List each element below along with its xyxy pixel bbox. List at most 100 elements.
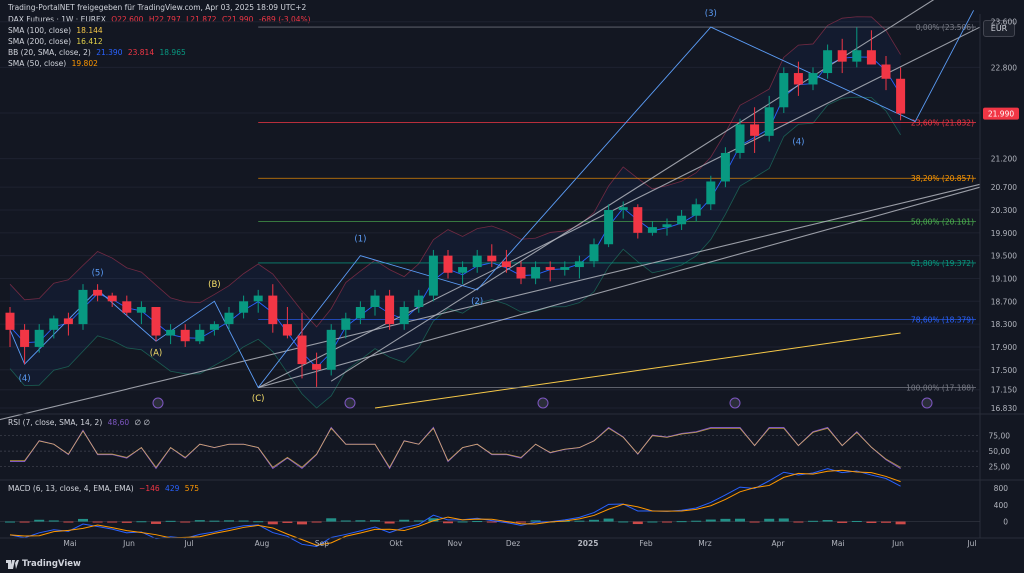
candle-body (428, 255, 438, 296)
rsi-extra: ∅ ∅ (134, 418, 150, 427)
candle-body (136, 307, 146, 313)
candle-body (370, 295, 380, 308)
candle-body (750, 124, 760, 136)
candle-body (297, 335, 307, 365)
macd-hist-bar (501, 521, 512, 523)
candle-body (531, 267, 541, 279)
macd-hist-bar (384, 521, 395, 524)
candle-body (852, 50, 862, 62)
legend-sma100[interactable]: SMA (100, close) 18.144 (8, 26, 106, 36)
fib-level-label: 0,00% (23.506) (916, 23, 974, 32)
legend-macd[interactable]: MACD (6, 13, close, 4, EMA, EMA) −146 42… (8, 484, 202, 494)
candle-body (355, 307, 365, 319)
fib-level-label: 61,80% (19.372) (911, 259, 974, 268)
macd-hist-bar (63, 521, 74, 523)
time-tick-label: Okt (389, 539, 402, 548)
macd-hist-bar (413, 520, 424, 522)
macd-hist-bar (793, 521, 804, 523)
rsi-value: 48,60 (107, 418, 130, 427)
macd-hist-bar (603, 518, 614, 522)
wave-label: (A) (150, 349, 162, 359)
candle-body (414, 295, 424, 308)
candle-body (560, 267, 570, 270)
macd-hist-bar (355, 520, 366, 522)
macd-hist-bar (895, 521, 906, 525)
candle-body (472, 255, 482, 268)
sma200-value: 16.412 (76, 37, 103, 46)
candle-body (662, 224, 672, 228)
time-tick-label: Jul (966, 539, 976, 548)
wave-label: (4) (792, 137, 804, 147)
macd-hist-bar (121, 521, 132, 523)
candle-body (20, 329, 30, 347)
candle-body (63, 318, 73, 325)
legend-bb[interactable]: BB (20, SMA, close, 2) 21.390 23.814 18.… (8, 48, 189, 58)
legend-ohlc: DAX Futures · 1W · EUREX O22.600 H22.797… (8, 15, 314, 25)
price-tick-label: 20.300 (991, 206, 1017, 215)
time-tick-label: 2025 (578, 539, 599, 548)
candle-body (618, 207, 628, 211)
candle-body (385, 295, 395, 325)
macd-hist-bar (297, 521, 307, 525)
candle-body (779, 73, 789, 108)
wave-label: (2) (471, 297, 483, 307)
macd-hist-bar (662, 521, 672, 523)
candle-body (823, 50, 833, 74)
candle-body (574, 261, 584, 268)
symbol-label[interactable]: DAX Futures · 1W · EUREX (8, 15, 106, 24)
macd-hist-bar (19, 521, 30, 523)
sma200-label: SMA (200, close) (8, 37, 71, 46)
candle-body (487, 255, 497, 262)
macd-hist-bar (632, 521, 643, 525)
wave-label: (5) (92, 269, 104, 279)
legend-sma50[interactable]: SMA (50, close) 19.802 (8, 59, 101, 69)
currency-button[interactable]: EUR (983, 20, 1015, 37)
time-tick-label: Mai (63, 539, 76, 548)
candle-body (78, 289, 88, 325)
time-tick-label: Sep (315, 539, 329, 548)
macd-hist-bar (92, 521, 103, 523)
macd-hist-bar (5, 521, 15, 523)
macd-hist-bar (180, 521, 191, 523)
open-value: O22.600 (111, 15, 144, 24)
macd-hist-bar (676, 521, 687, 523)
signal-value: 429 (165, 484, 180, 493)
time-tick-label: Jun (891, 539, 904, 548)
candle-body (253, 295, 263, 302)
price-tick-label: 20.700 (991, 183, 1017, 192)
price-tick-label: 21.200 (991, 155, 1017, 164)
macd-hist-bar (428, 518, 439, 522)
candle-body (720, 152, 730, 182)
fib-level-label: 38,20% (20.857) (911, 174, 974, 183)
legend-sma200[interactable]: SMA (200, close) 16.412 (8, 37, 106, 47)
event-marker-icon (152, 397, 164, 409)
brand-label: TradingView (22, 559, 81, 569)
tradingview-logo-icon (6, 559, 19, 569)
macd-hist-bar (647, 521, 658, 523)
candle-body (312, 364, 322, 370)
candle-body (604, 210, 614, 245)
fib-level-label: 78,60% (18.379) (911, 316, 974, 325)
time-tick-label: Jul (183, 539, 193, 548)
candle-body (866, 50, 876, 65)
legend-rsi[interactable]: RSI (7, close, SMA, 14, 2) 48,60 ∅ ∅ (8, 418, 153, 428)
candle-body (239, 301, 249, 313)
tradingview-logo: TradingView (6, 559, 81, 569)
price-tick-label: 17.500 (991, 366, 1017, 375)
macd-tick-label: 400 (994, 501, 1009, 510)
share-header: Trading-PortalNET freigegeben für Tradin… (8, 3, 307, 12)
candle-body (516, 267, 526, 279)
last-price-tag (983, 107, 1019, 120)
event-marker-icon (344, 397, 356, 409)
price-tick-label: 16.830 (991, 404, 1017, 413)
time-tick-label: Mrz (698, 539, 712, 548)
price-tick-label: 17.900 (991, 343, 1017, 352)
candle-body (764, 107, 774, 136)
macd-hist-bar (618, 521, 629, 523)
rsi-line (10, 426, 901, 470)
rsi-sma-line (10, 427, 901, 469)
macd-hist-bar (78, 518, 88, 522)
high-value: H22.797 (148, 15, 181, 24)
